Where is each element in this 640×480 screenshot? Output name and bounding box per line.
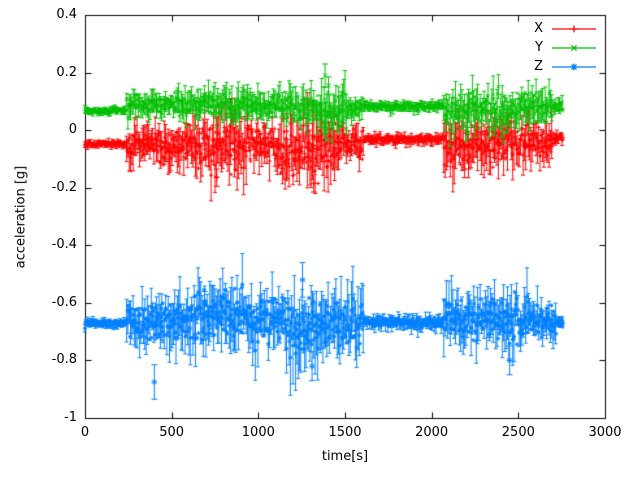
legend-row-y: Y: [534, 40, 597, 55]
y-tick-label: -0.2: [51, 179, 77, 195]
x-tick-label: 500: [159, 425, 185, 440]
x-tick-label: 3000: [588, 425, 622, 440]
legend-sample-cross-icon: [552, 44, 596, 51]
y-tick-label: 0.2: [56, 64, 77, 80]
legend-sample-asterisk-icon: [552, 63, 596, 70]
legend: X Y Z: [534, 21, 597, 74]
x-tick-label: 1000: [241, 425, 275, 440]
y-tick-label: 0: [68, 122, 77, 138]
legend-label-y: Y: [535, 40, 543, 55]
x-tick-label: 2500: [501, 425, 535, 440]
y-tick-label: -0.8: [51, 352, 77, 368]
x-tick-label: 1500: [328, 425, 362, 440]
y-tick-label: -0.4: [51, 237, 77, 253]
legend-label-z: Z: [534, 59, 543, 74]
y-tick-label: -1: [64, 410, 77, 425]
legend-sample-plus-icon: [552, 25, 596, 32]
x-axis-title: time[s]: [321, 449, 369, 464]
y-tick-label: -0.6: [51, 294, 77, 310]
x-tick-label: 0: [80, 425, 90, 440]
legend-row-x: X: [534, 21, 597, 36]
x-tick-label: 2000: [415, 425, 449, 440]
y-tick-label: 0.4: [56, 7, 77, 22]
legend-label-x: X: [534, 21, 543, 36]
legend-row-z: Z: [534, 59, 597, 74]
